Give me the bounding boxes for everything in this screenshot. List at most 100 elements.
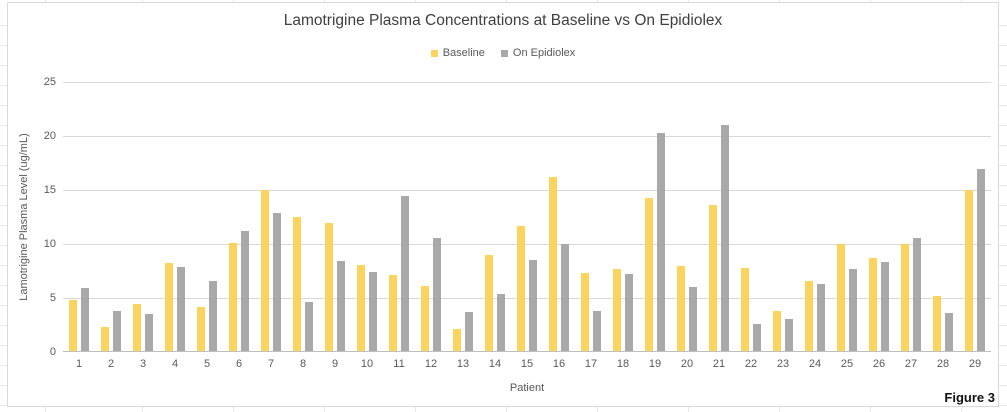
bar-baseline-patient-4 [165,263,173,352]
x-tick-label: 15 [520,358,534,370]
bar-baseline-patient-24 [805,280,813,352]
x-tick-label: 11 [393,358,405,370]
bar-on-epidiolex-patient-11 [401,196,409,352]
bar-baseline-patient-13 [453,329,461,352]
bar-on-epidiolex-patient-25 [849,268,857,352]
bar-baseline-patient-8 [293,217,301,352]
bar-on-epidiolex-patient-28 [945,313,953,352]
bar-group-patient-25 [831,82,863,352]
bar-baseline-patient-14 [485,254,493,352]
bar-on-epidiolex-patient-10 [369,272,377,352]
bar-group-patient-24 [799,82,831,352]
y-tick-label: 25 [43,76,56,88]
x-tick-label: 2 [107,358,115,370]
gridline-y-25 [63,82,991,83]
bar-baseline-patient-28 [933,295,941,352]
bar-baseline-patient-21 [709,205,717,352]
x-tick-label: 24 [808,358,822,370]
bar-group-patient-4 [159,82,191,352]
bar-on-epidiolex-patient-4 [177,266,185,352]
bar-group-patient-6 [223,82,255,352]
x-tick-label: 26 [872,358,886,370]
bar-group-patient-7 [255,82,287,352]
bar-group-patient-28 [927,82,959,352]
y-tick-label: 20 [43,130,56,142]
bar-group-patient-23 [767,82,799,352]
bar-baseline-patient-12 [421,286,429,352]
x-tick-label: 4 [171,358,179,370]
x-tick-label: 28 [936,358,950,370]
bar-on-epidiolex-patient-29 [977,169,985,352]
y-tick-label: 5 [49,292,56,304]
bar-baseline-patient-18 [613,268,621,352]
bar-group-patient-3 [127,82,159,352]
bar-group-patient-10 [351,82,383,352]
gridline-y-15 [63,190,991,191]
x-tick-label: 7 [267,358,275,370]
x-tick-label: 16 [552,358,566,370]
bar-on-epidiolex-patient-19 [657,132,665,352]
bar-baseline-patient-27 [901,244,909,352]
chart-object[interactable]: Lamotrigine Plasma Concentrations at Bas… [7,2,999,407]
x-tick-label: 12 [424,358,438,370]
x-axis-tick-labels: 1 2 3 4 5 6 7 8 9 10 11 12 13 14 15 16 17 18 19 20 21 22 23 24 2… [63,358,991,370]
bar-group-patient-20 [671,82,703,352]
bar-baseline-patient-3 [133,304,141,352]
bar-on-epidiolex-patient-24 [817,283,825,352]
x-tick-label: 20 [680,358,694,370]
bar-baseline-patient-11 [389,275,397,352]
bar-group-patient-5 [191,82,223,352]
x-tick-label: 27 [904,358,918,370]
bar-group-patient-22 [735,82,767,352]
bar-on-epidiolex-patient-12 [433,237,441,352]
legend-label-on-epidiolex: On Epidiolex [512,47,576,59]
bar-on-epidiolex-patient-3 [145,314,153,352]
bar-on-epidiolex-patient-14 [497,293,505,352]
bar-group-patient-1 [63,82,95,352]
bar-groups [63,82,991,352]
bar-group-patient-8 [287,82,319,352]
bar-on-epidiolex-patient-9 [337,261,345,352]
chart-legend: Baseline On Epidiolex [8,47,998,59]
x-tick-label: 23 [776,358,790,370]
bar-on-epidiolex-patient-15 [529,260,537,352]
plot-area [63,82,991,352]
legend-item-baseline: Baseline [430,47,485,59]
bar-group-patient-15 [511,82,543,352]
x-tick-label: 21 [712,358,726,370]
bar-on-epidiolex-patient-6 [241,231,249,352]
bar-group-patient-19 [639,82,671,352]
bar-on-epidiolex-patient-21 [721,125,729,352]
x-tick-label: 5 [203,358,211,370]
x-tick-label: 17 [584,358,598,370]
bar-group-patient-18 [607,82,639,352]
bar-baseline-patient-15 [517,225,525,352]
bar-group-patient-16 [543,82,575,352]
bar-on-epidiolex-patient-27 [913,237,921,352]
bar-baseline-patient-20 [677,265,685,352]
legend-marker-on-epidiolex-icon [500,49,508,57]
y-axis-title: Lamotrigine Plasma Level (ug/mL) [18,133,30,301]
bar-baseline-patient-1 [69,300,77,352]
bar-baseline-patient-2 [101,327,109,352]
gridline-y-10 [63,244,991,245]
gridline-y-5 [63,298,991,299]
bar-baseline-patient-16 [549,177,557,352]
bar-baseline-patient-23 [773,310,781,352]
bar-on-epidiolex-patient-23 [785,318,793,352]
legend-item-on-epidiolex: On Epidiolex [500,47,576,59]
bar-on-epidiolex-patient-16 [561,244,569,352]
x-tick-label: 25 [840,358,854,370]
x-tick-label: 14 [488,358,502,370]
chart-title: Lamotrigine Plasma Concentrations at Bas… [283,12,723,29]
bar-group-patient-14 [479,82,511,352]
legend-marker-baseline-icon [430,49,438,57]
y-tick-label: 15 [43,184,56,196]
bar-group-patient-9 [319,82,351,352]
x-tick-label: 1 [75,358,83,370]
x-tick-label: 29 [968,358,982,370]
bar-baseline-patient-7 [261,190,269,352]
bar-on-epidiolex-patient-20 [689,287,697,352]
bar-baseline-patient-22 [741,267,749,352]
x-tick-label: 3 [139,358,147,370]
